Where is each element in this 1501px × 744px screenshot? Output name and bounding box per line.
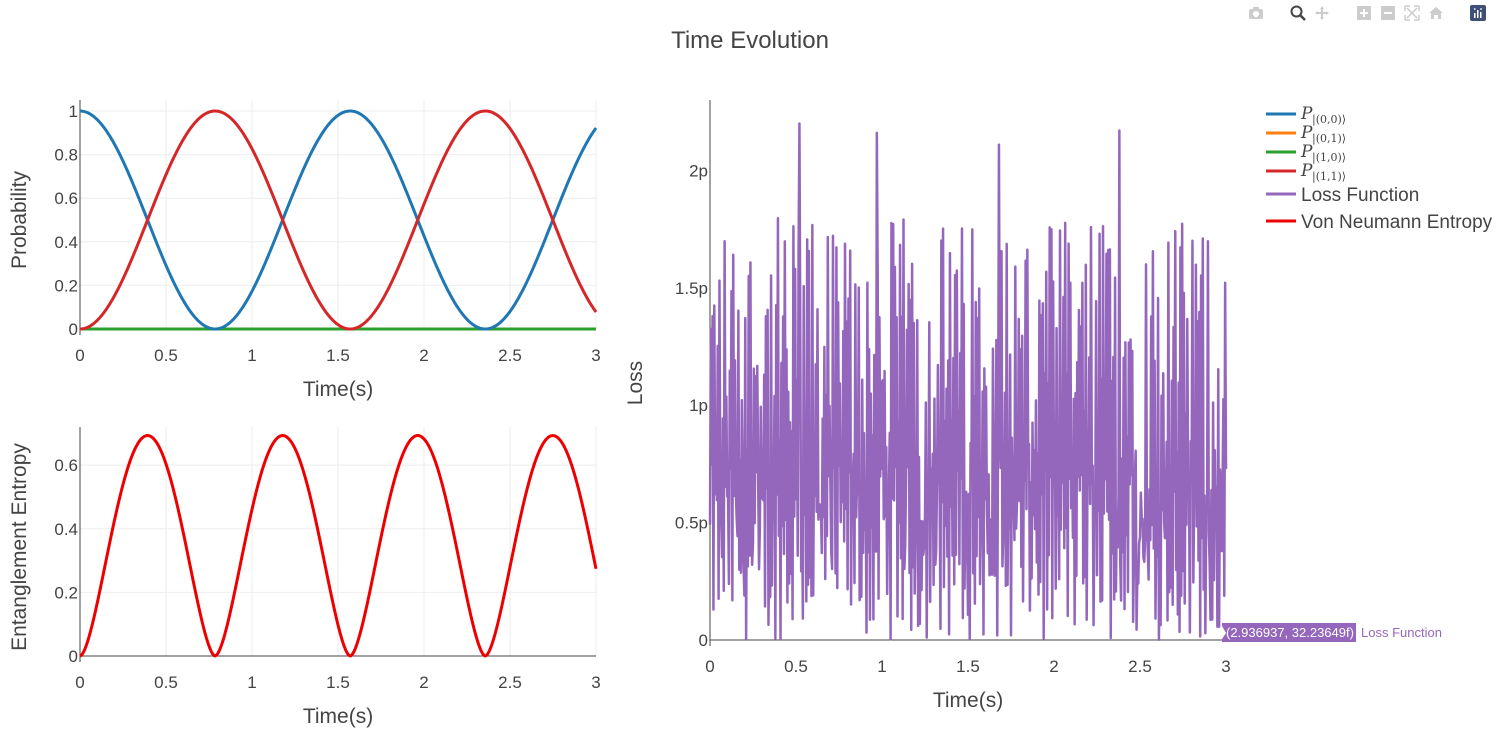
- loss-subplot[interactable]: 0 0.5 1 1.5 2 2.5 3 0 0.5p 1p 1.5p 2p Time(s) Loss: [624, 100, 1231, 712]
- legend-label: Loss Function: [1301, 185, 1419, 206]
- x-tick-label: 2.5: [498, 673, 522, 692]
- y-tick-label: 0.4: [54, 233, 78, 252]
- x-tick-label: 2: [419, 673, 428, 692]
- legend-label: P: [1300, 104, 1313, 124]
- y-tick-label: 1.5p: [675, 279, 708, 298]
- y-tick-label: 0.6: [54, 456, 78, 475]
- x-tick-label: 2: [419, 346, 428, 365]
- y-tick-label: 0.2: [54, 583, 78, 602]
- series-line-3[interactable]: [79, 109, 598, 331]
- x-tick-label: 1: [247, 673, 256, 692]
- x-tick-label: 1.5: [956, 657, 980, 676]
- zoom-icon[interactable]: [1289, 4, 1307, 22]
- y-tick-label: 1p: [689, 396, 708, 415]
- y-tick-label: 0.8: [54, 146, 78, 165]
- x-tick-label: 1: [247, 346, 256, 365]
- y-tick-label: 0: [699, 631, 708, 650]
- y-axis-title: Probability: [8, 170, 31, 269]
- home-icon[interactable]: [1427, 4, 1445, 22]
- y-tick-label: 0.4: [54, 520, 78, 539]
- x-tick-label: 0.5: [784, 657, 808, 676]
- modebar: [1247, 4, 1487, 22]
- y-axis-title: Entanglement Entropy: [8, 443, 31, 651]
- x-tick-label: 1.5: [326, 673, 350, 692]
- y-tick-label: 0.5p: [675, 514, 708, 533]
- x-tick-label: 3: [1221, 657, 1230, 676]
- x-axis-title: Time(s): [933, 689, 1003, 712]
- plotly-logo-icon[interactable]: [1469, 4, 1487, 22]
- camera-icon[interactable]: [1247, 4, 1265, 22]
- x-axis-title: Time(s): [303, 705, 373, 728]
- zoom-in-icon[interactable]: [1355, 4, 1373, 22]
- x-tick-label: 0.5: [154, 673, 178, 692]
- hover-series-name: Loss Function: [1361, 625, 1442, 640]
- y-tick-label: 0: [69, 320, 78, 339]
- probability-subplot[interactable]: 0 0.5 1 1.5 2 2.5 3 0 0.2 0.4 0.6 0.8 1 Time(s) Probab…: [8, 100, 601, 401]
- hover-value: (2.936937, 32.23649f): [1226, 625, 1354, 640]
- legend-item[interactable]: Loss Function: [1266, 185, 1419, 206]
- legend-label: P: [1300, 161, 1313, 181]
- x-tick-label: 3: [591, 346, 600, 365]
- series-line-0[interactable]: [79, 109, 598, 331]
- legend-item[interactable]: P |(1,0)⟩: [1266, 142, 1346, 165]
- x-tick-label: 1: [877, 657, 886, 676]
- legend-label: P: [1300, 142, 1313, 162]
- y-tick-label: 0.6: [54, 189, 78, 208]
- legend-item[interactable]: Von Neumann Entropy: [1266, 212, 1493, 233]
- legend-label: P: [1300, 123, 1313, 143]
- x-tick-label: 2.5: [498, 346, 522, 365]
- legend-label-sub: |(1,1)⟩: [1312, 170, 1346, 184]
- hover-tooltip: (2.936937, 32.23649f) Loss Function: [1222, 623, 1442, 642]
- x-tick-label: 0: [705, 657, 714, 676]
- legend-label-sub: |(0,1)⟩: [1312, 132, 1346, 146]
- y-tick-label: 0: [69, 647, 78, 666]
- legend-item[interactable]: P |(0,1)⟩: [1266, 123, 1346, 146]
- legend-label-sub: |(1,0)⟩: [1312, 151, 1346, 165]
- figure-title: Time Evolution: [671, 27, 829, 54]
- x-axis-title: Time(s): [303, 378, 373, 401]
- y-tick-label: 2p: [689, 161, 708, 180]
- legend[interactable]: P |(0,0)⟩P |(0,1)⟩P |(1,0)⟩P |(1,1)⟩Loss Fun…: [1266, 104, 1493, 233]
- x-tick-label: 2.5: [1128, 657, 1152, 676]
- pan-icon[interactable]: [1313, 4, 1331, 22]
- autoscale-icon[interactable]: [1403, 4, 1421, 22]
- x-tick-label: 0: [75, 673, 84, 692]
- entropy-subplot[interactable]: 0 0.5 1 1.5 2 2.5 3 0 0.2 0.4 0.6 Time(s) Entangleme…: [8, 427, 601, 728]
- loss-line[interactable]: [708, 122, 1228, 642]
- y-tick-label: 0.2: [54, 276, 78, 295]
- x-tick-label: 0.5: [154, 346, 178, 365]
- x-tick-label: 3: [591, 673, 600, 692]
- x-tick-label: 0: [75, 346, 84, 365]
- x-tick-label: 2: [1049, 657, 1058, 676]
- legend-item[interactable]: P |(0,0)⟩: [1266, 104, 1346, 127]
- entropy-line[interactable]: [79, 434, 598, 658]
- zoom-out-icon[interactable]: [1379, 4, 1397, 22]
- legend-label: Von Neumann Entropy: [1301, 212, 1493, 233]
- hover-box: [1222, 623, 1356, 642]
- x-tick-label: 1.5: [326, 346, 350, 365]
- legend-item[interactable]: P |(1,1)⟩: [1266, 161, 1346, 184]
- y-axis-title: Loss: [624, 361, 647, 405]
- legend-label-sub: |(0,0)⟩: [1312, 113, 1346, 127]
- y-tick-label: 1: [69, 102, 78, 121]
